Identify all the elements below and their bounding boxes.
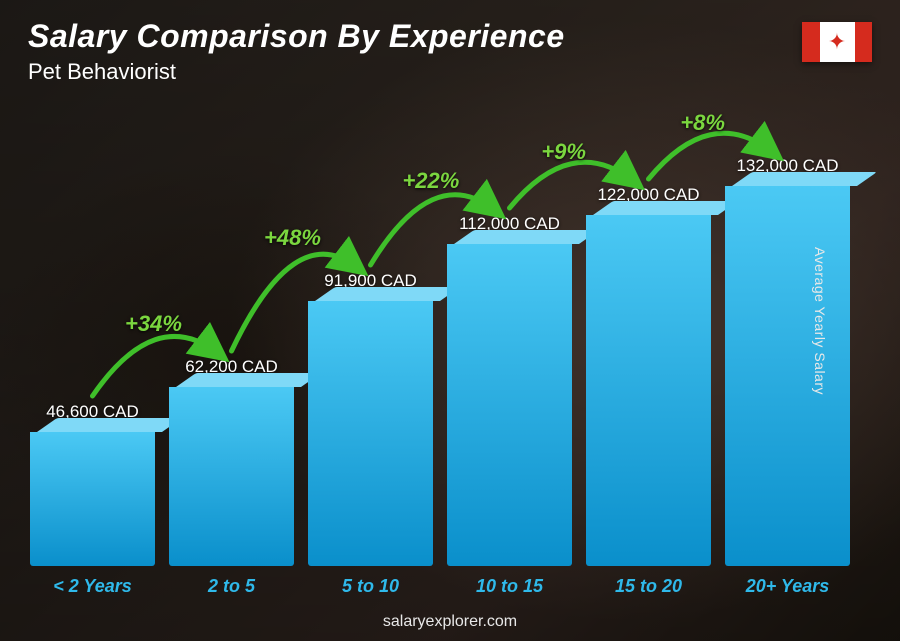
salary-bar-chart: 46,600 CAD< 2 Years62,200 CAD2 to 591,90… — [30, 110, 850, 597]
delta-label: +34% — [125, 311, 182, 337]
bar — [169, 387, 294, 566]
country-flag: ✦ — [802, 22, 872, 62]
bar-top-face — [37, 418, 182, 432]
bar-column: 62,200 CAD2 to 5 — [169, 357, 294, 597]
bar-front-face — [308, 301, 433, 566]
flag-band-left — [802, 22, 820, 62]
maple-leaf-icon: ✦ — [828, 31, 846, 53]
delta-label: +9% — [541, 139, 586, 165]
bar — [30, 432, 155, 566]
bar — [725, 186, 850, 566]
bar-top-face — [732, 172, 877, 186]
flag-band-right — [855, 22, 873, 62]
bar-category-label: 20+ Years — [746, 576, 830, 597]
bar-category-label: < 2 Years — [53, 576, 132, 597]
page-title: Salary Comparison By Experience — [28, 18, 565, 55]
delta-label: +22% — [402, 168, 459, 194]
bar-column: 122,000 CAD15 to 20 — [586, 185, 711, 597]
bar-category-label: 10 to 15 — [476, 576, 543, 597]
bar-top-face — [315, 287, 460, 301]
bar-top-face — [593, 201, 738, 215]
bar-category-label: 2 to 5 — [208, 576, 255, 597]
bar-front-face — [447, 244, 572, 566]
bar-column: 91,900 CAD5 to 10 — [308, 271, 433, 597]
y-axis-label: Average Yearly Salary — [812, 247, 828, 395]
title-block: Salary Comparison By Experience Pet Beha… — [28, 18, 565, 85]
bar-column: 46,600 CAD< 2 Years — [30, 402, 155, 597]
bar-front-face — [169, 387, 294, 566]
footer-credit: salaryexplorer.com — [0, 613, 900, 631]
bar — [586, 215, 711, 566]
bar-category-label: 5 to 10 — [342, 576, 399, 597]
bar-category-label: 15 to 20 — [615, 576, 682, 597]
bar — [308, 301, 433, 566]
bar-front-face — [30, 432, 155, 566]
page-subtitle: Pet Behaviorist — [28, 59, 565, 85]
bar-front-face — [586, 215, 711, 566]
bar — [447, 244, 572, 566]
bar-top-face — [454, 230, 599, 244]
flag-center: ✦ — [820, 22, 855, 62]
delta-label: +8% — [680, 110, 725, 136]
delta-label: +48% — [264, 225, 321, 251]
bar-column: 112,000 CAD10 to 15 — [447, 214, 572, 597]
bar-top-face — [176, 373, 321, 387]
bar-front-face — [725, 186, 850, 566]
bar-column: 132,000 CAD20+ Years — [725, 156, 850, 597]
